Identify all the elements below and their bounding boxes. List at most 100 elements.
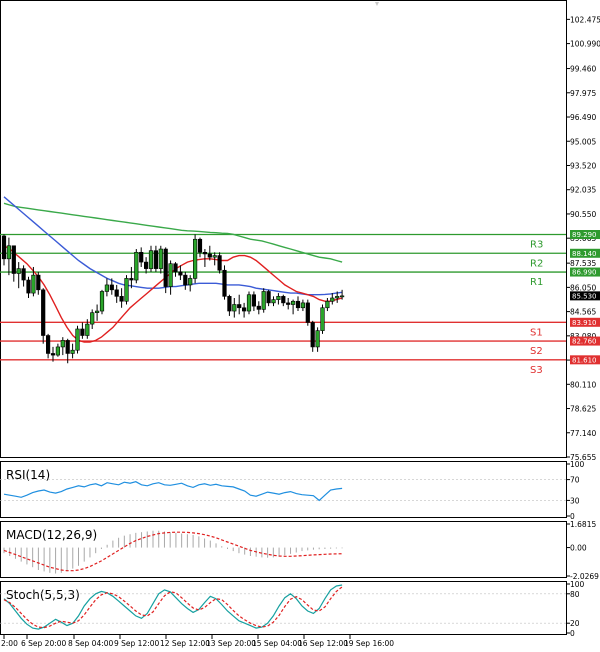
candle (158, 245, 163, 274)
current-price-tag-bg (570, 291, 600, 301)
rsi-panel: 100 70 30 0 RSI(14) (0, 460, 585, 521)
level-tag-bg (570, 355, 600, 365)
candle-body (271, 299, 276, 304)
candle (80, 322, 85, 339)
level-tag-bg (570, 317, 600, 327)
price-tick-label: 90.550 (570, 210, 596, 219)
candle-body (266, 291, 271, 304)
candle-body (227, 296, 232, 312)
candle (31, 266, 36, 297)
candle (212, 252, 217, 266)
level-label-r3: R3 (530, 240, 543, 251)
candle-body (183, 274, 188, 286)
candle-body (158, 248, 163, 269)
stoch-tick-label: 20 (570, 619, 580, 628)
candle-body (295, 300, 301, 309)
candle-body (178, 271, 183, 276)
candle (188, 275, 193, 292)
candle (281, 294, 286, 307)
candle-body (315, 330, 320, 348)
candle-body (339, 295, 345, 298)
candle-body (109, 284, 114, 291)
candle-body (163, 248, 168, 287)
candle (305, 299, 310, 326)
stoch-tick-label: 0 (570, 629, 575, 638)
rsi-tick-label: 30 (570, 496, 580, 505)
candle (75, 325, 80, 354)
candle (55, 343, 60, 357)
price-tick-label: 102.475 (570, 15, 600, 24)
stoch-tick-label: 80 (570, 590, 580, 599)
macd-tick-label: 1.6815 (570, 520, 596, 529)
candle-body (31, 274, 36, 294)
price-tick-label: 100.990 (570, 40, 600, 49)
candle-body (65, 340, 70, 354)
candle (114, 284, 119, 303)
candle (134, 249, 139, 284)
candle-body (193, 238, 198, 279)
price-tick-label: 77.140 (570, 429, 596, 438)
candle-body (197, 238, 203, 253)
candle-body (21, 268, 26, 281)
price-tick-label: 93.520 (570, 161, 596, 170)
candle (45, 333, 51, 359)
stoch-panel-frame (0, 581, 567, 635)
price-tick-label: 99.460 (570, 65, 596, 74)
stoch-title: Stoch(5,5,3) (6, 588, 80, 602)
candle (129, 266, 134, 289)
price-tick-label: 96.490 (570, 113, 596, 122)
candle (139, 247, 144, 267)
candle-body (281, 296, 286, 304)
level-tag-bg (570, 248, 600, 258)
candle (335, 291, 340, 303)
level-label-r2: R2 (530, 258, 543, 269)
time-tick-label: 2:00 (1, 639, 18, 648)
candle-body (26, 279, 31, 294)
time-tick-label: 9 Sep 12:00 (114, 639, 160, 648)
candle (320, 304, 325, 334)
candle (222, 265, 227, 300)
scroll-marker-icon[interactable] (375, 2, 379, 6)
candle-body (212, 255, 217, 258)
stoch-d-line (3, 586, 343, 629)
level-tag-bg (570, 336, 600, 346)
candle-body (153, 250, 159, 269)
candle-body (310, 322, 315, 348)
price-tick-label: 78.625 (570, 405, 596, 414)
candle-body (242, 307, 247, 312)
candle (197, 237, 203, 258)
candle-body (6, 245, 11, 260)
candle-body (139, 251, 144, 263)
candle (300, 299, 306, 312)
rsi-tick-label: 100 (570, 460, 585, 469)
price-tick-label: 80.110 (570, 380, 596, 389)
candle (246, 291, 252, 315)
candle-body (95, 310, 100, 313)
candle (41, 288, 46, 344)
candle (85, 319, 90, 339)
moving-averages (3, 196, 343, 343)
time-tick-label: 16 Sep 12:00 (298, 639, 348, 648)
candle (295, 296, 301, 312)
pivot-levels: R3 R2 R1 S1 S2 S3 (0, 233, 566, 376)
price-tick-label: 97.975 (570, 89, 596, 98)
candle (315, 327, 320, 352)
candle (99, 289, 105, 315)
candle-body (232, 304, 237, 312)
time-tick-label: 19 Sep 16:00 (344, 639, 394, 648)
candle (286, 297, 291, 310)
candle-body (330, 297, 335, 302)
price-tick-label: 87.535 (570, 259, 596, 268)
candle-body (99, 291, 105, 312)
candle-body (251, 294, 257, 307)
candle (193, 234, 198, 284)
candle (70, 343, 75, 359)
candle (109, 278, 114, 295)
level-label-s1: S1 (530, 327, 543, 338)
macd-panel: 1.6815 0.00 -2.0269 MACD(12,26,9) (3, 520, 599, 581)
candle (90, 309, 95, 329)
candle (1, 234, 7, 266)
candle (266, 289, 271, 307)
candle-body (80, 328, 85, 336)
candle (144, 257, 149, 274)
